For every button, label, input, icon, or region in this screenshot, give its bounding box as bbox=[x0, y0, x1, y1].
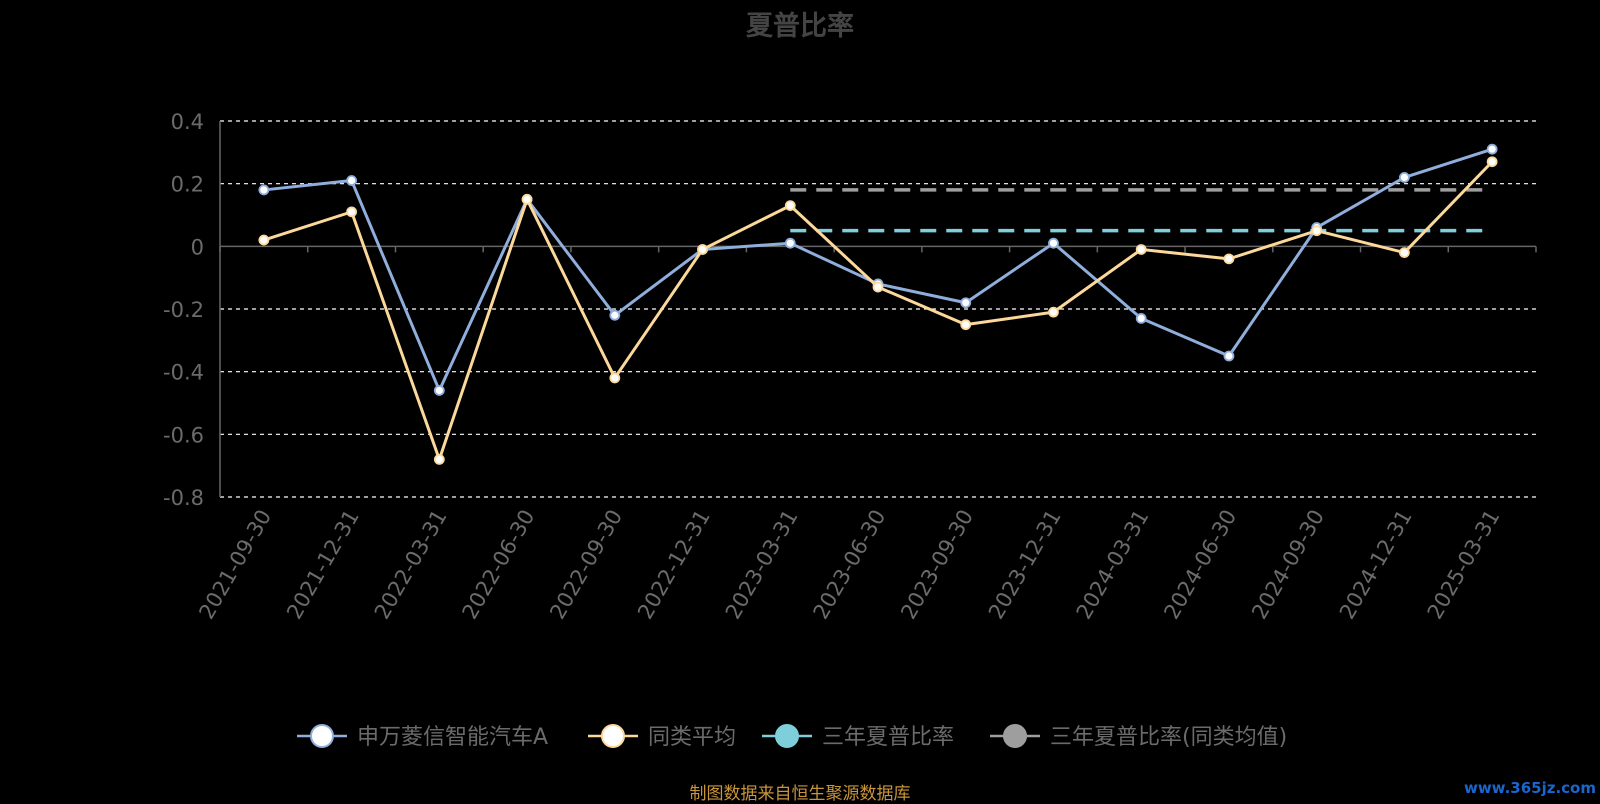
data-point bbox=[1486, 143, 1498, 155]
legend-item-1[interactable]: 同类平均 bbox=[588, 724, 736, 750]
y-tick-label: 0 bbox=[191, 235, 204, 259]
x-tick-label: 2022-06-30 bbox=[458, 506, 540, 624]
x-tick-label: 2024-03-31 bbox=[1072, 506, 1154, 624]
series-lines bbox=[258, 143, 1498, 465]
legend-label: 三年夏普比率 bbox=[822, 725, 954, 750]
data-point bbox=[1048, 306, 1059, 318]
data-point bbox=[1048, 237, 1059, 249]
data-point bbox=[521, 193, 533, 205]
data-point bbox=[433, 385, 445, 396]
y-tick-label: -0.2 bbox=[163, 298, 204, 322]
legend-marker bbox=[1003, 724, 1027, 748]
legend-marker bbox=[310, 724, 334, 748]
data-point bbox=[258, 234, 270, 246]
x-tick-label: 2024-06-30 bbox=[1159, 506, 1241, 624]
legend-label: 三年夏普比率(同类均值) bbox=[1050, 725, 1287, 750]
legend[interactable]: 申万菱信智能汽车A 同类平均 三年夏普比率 三年夏普比率(同类均值) bbox=[297, 724, 1287, 750]
chart-title: 夏普比率 bbox=[746, 11, 854, 42]
y-tick-label: -0.8 bbox=[163, 486, 204, 510]
legend-label: 申万菱信智能汽车A bbox=[357, 725, 548, 750]
x-tick-label: 2025-03-31 bbox=[1423, 506, 1505, 624]
x-tick-label: 2022-03-31 bbox=[370, 506, 452, 624]
data-point bbox=[609, 372, 621, 384]
y-tick-label: 0.4 bbox=[171, 110, 204, 134]
x-tick-label: 2023-12-31 bbox=[984, 506, 1066, 624]
data-point bbox=[784, 200, 796, 212]
data-point bbox=[960, 297, 972, 309]
x-tick-label: 2022-09-30 bbox=[545, 506, 627, 624]
x-tick-label: 2024-12-31 bbox=[1335, 506, 1417, 624]
data-point bbox=[1399, 171, 1410, 183]
data-point bbox=[960, 319, 972, 331]
data-source-note: 制图数据来自恒生聚源数据库 bbox=[689, 784, 911, 804]
data-point bbox=[346, 206, 358, 218]
data-point bbox=[697, 244, 708, 255]
legend-item-0[interactable]: 申万菱信智能汽车A bbox=[297, 724, 548, 750]
x-tick-label: 2023-06-30 bbox=[809, 506, 891, 624]
data-point bbox=[609, 309, 621, 321]
site-watermark: www.365jz.com bbox=[1463, 779, 1596, 797]
legend-marker bbox=[601, 724, 625, 748]
x-tick-label: 2022-12-31 bbox=[633, 506, 715, 624]
series-line-0 bbox=[263, 147, 1493, 392]
data-point bbox=[1135, 312, 1147, 324]
series-line-1 bbox=[263, 160, 1494, 461]
data-point bbox=[1135, 244, 1147, 255]
data-point bbox=[258, 184, 270, 196]
x-tick-label: 2023-03-31 bbox=[721, 506, 803, 624]
y-tick-label: 0.2 bbox=[171, 173, 204, 197]
x-tick-label: 2021-12-31 bbox=[282, 506, 364, 624]
x-tick-label: 2021-09-30 bbox=[194, 506, 276, 624]
data-point bbox=[1486, 156, 1498, 168]
legend-item-2[interactable]: 三年夏普比率 bbox=[762, 724, 954, 750]
data-point bbox=[433, 453, 445, 465]
legend-label: 同类平均 bbox=[648, 725, 736, 750]
legend-marker bbox=[775, 724, 799, 748]
data-point bbox=[784, 237, 796, 249]
data-point bbox=[1223, 253, 1235, 265]
data-point bbox=[1311, 225, 1323, 237]
data-point bbox=[872, 281, 884, 293]
data-point bbox=[1399, 247, 1410, 259]
x-tick-label: 2024-09-30 bbox=[1247, 506, 1329, 624]
y-tick-label: -0.6 bbox=[163, 423, 204, 447]
data-point bbox=[1223, 350, 1235, 362]
grid-lines bbox=[220, 120, 1536, 498]
legend-item-3[interactable]: 三年夏普比率(同类均值) bbox=[990, 724, 1287, 750]
x-tick-label: 2023-09-30 bbox=[896, 506, 978, 624]
y-tick-label: -0.4 bbox=[163, 361, 204, 385]
data-point bbox=[346, 175, 358, 186]
